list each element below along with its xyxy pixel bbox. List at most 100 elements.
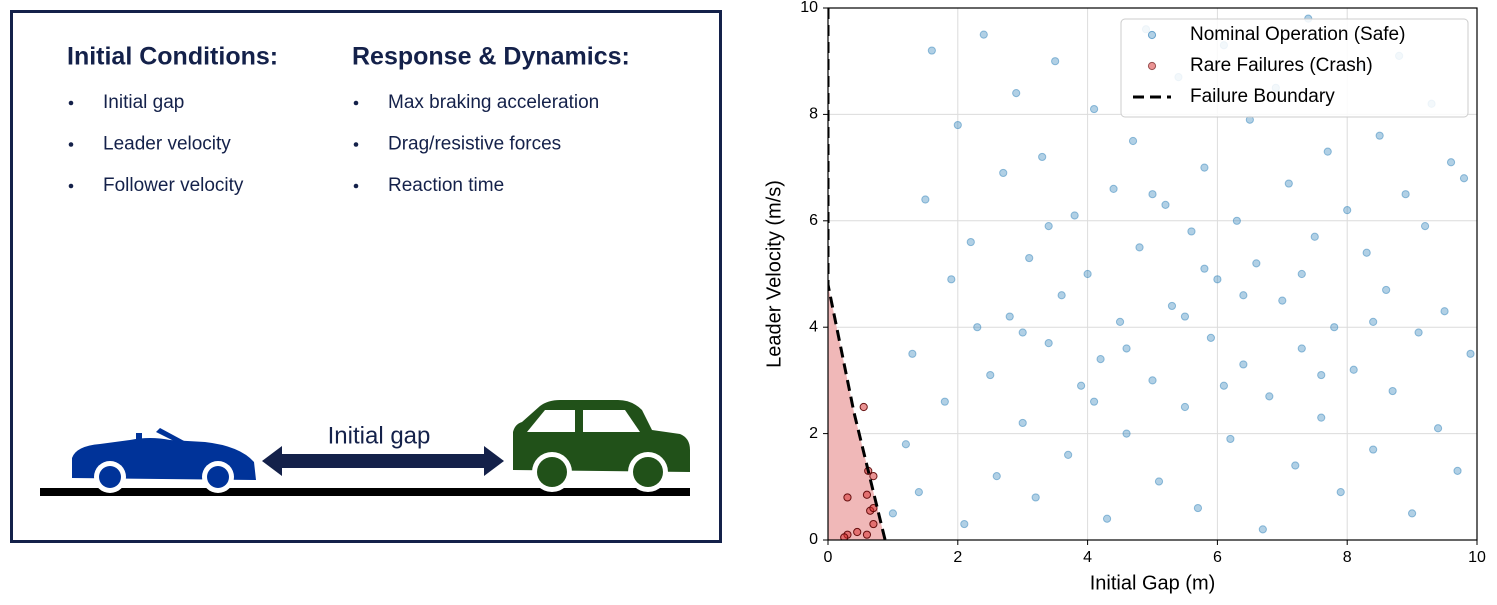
scatter-point: [1388, 386, 1397, 396]
scatter-point: [999, 168, 1008, 178]
scatter-point: [862, 530, 872, 539]
scatter-point: [1102, 514, 1112, 523]
y-tick-label: 0: [809, 531, 818, 548]
scatter-point: [1291, 461, 1300, 470]
scatter-point: [1187, 227, 1196, 236]
scatter-point: [1297, 269, 1306, 279]
scatter-point: [1148, 190, 1157, 199]
bullet: [353, 183, 359, 189]
scatter-point: [966, 237, 975, 247]
scatter-point: [1154, 477, 1164, 486]
bullet: [353, 142, 359, 147]
scatter-point: [1433, 424, 1443, 433]
scatter-point: [1414, 328, 1423, 337]
scatter-point: [992, 472, 1001, 481]
scatter-point: [1323, 147, 1332, 156]
scatter-point: [1070, 211, 1079, 220]
scatter-point: [1077, 381, 1086, 390]
x-tick-label: 8: [1343, 549, 1352, 566]
bullet: [68, 142, 74, 147]
scatter-point: [1317, 413, 1326, 422]
panel: Initial Conditions: Initial gap Leader vel…: [67, 43, 630, 196]
scatter-point: [979, 30, 988, 39]
scatter-point: [1349, 365, 1358, 374]
scatter-point: [859, 402, 868, 412]
scatter-point: [901, 440, 910, 449]
scatter-point: [914, 488, 923, 497]
scatter-point: [1180, 312, 1190, 321]
legend-label: Failure Boundary: [1190, 86, 1335, 107]
scatter-point: [1401, 190, 1410, 199]
scatter-point: [1310, 232, 1319, 241]
scatter-point: [1362, 248, 1371, 257]
scatter-point: [840, 533, 849, 540]
scatter-point: [1089, 104, 1099, 114]
leader-car: [72, 428, 256, 493]
scatter-point: [1031, 493, 1040, 502]
scatter-point: [1122, 429, 1131, 438]
scatter-point: [960, 519, 969, 529]
follower-car: [513, 400, 690, 492]
scatter-point: [1193, 503, 1203, 513]
legend-marker: [1147, 30, 1157, 40]
scatter-point: [1044, 222, 1053, 231]
scatter-point: [1375, 131, 1384, 140]
list-item: Max braking acceleration: [388, 92, 599, 113]
scatter-point: [973, 323, 982, 332]
list-item: Leader velocity: [103, 134, 231, 155]
x-tick-label: 2: [953, 549, 962, 566]
x-tick-label: 10: [1468, 549, 1486, 566]
y-tick-label: 4: [809, 318, 818, 335]
y-tick-label: 6: [809, 212, 818, 229]
scatter-point: [1128, 136, 1138, 146]
failure-region: [828, 8, 886, 540]
scatter-point: [1206, 333, 1216, 342]
scatter-point: [1180, 402, 1190, 412]
scatter-point: [908, 349, 917, 358]
scatter-point: [1459, 174, 1469, 183]
scatter-point: [1083, 269, 1092, 279]
scatter-point: [1252, 259, 1261, 268]
legend-box: [1120, 18, 1469, 118]
scatter-point: [1317, 370, 1326, 380]
scatter-point: [1122, 344, 1131, 353]
x-tick-label: 4: [1083, 549, 1092, 566]
list-item: Drag/resistive forces: [388, 134, 561, 155]
plot-frame: [827, 7, 1478, 541]
scatter-point: [869, 519, 878, 529]
scatter-point: [1420, 222, 1430, 231]
scatter-point: [1167, 301, 1177, 311]
heading: Initial Conditions:: [67, 43, 278, 71]
y-tick-label: 10: [800, 0, 818, 16]
scatter-point: [1226, 434, 1235, 444]
scatter-point: [1369, 317, 1378, 326]
x-axis-label: Initial Gap (m): [1090, 572, 1216, 594]
scatter-point: [1089, 397, 1099, 406]
scatter-point: [1044, 339, 1053, 348]
scatter-point: [1369, 445, 1378, 454]
bullet: [68, 100, 74, 106]
y-tick-label: 8: [809, 106, 818, 123]
scatter-point: [1343, 206, 1352, 215]
scatter-point: [862, 490, 872, 499]
scatter-point: [1005, 312, 1014, 321]
scatter-point: [1219, 381, 1228, 390]
scatter-point: [1258, 525, 1267, 534]
scatter-point: [1161, 200, 1170, 209]
gap-arrow: [262, 446, 504, 476]
chart: 0 2 4 6 8 10 0 2 4 6 8 10 Initial Gap (m) Leader Velo…: [763, 0, 1486, 594]
bullet: [68, 183, 74, 189]
scatter-point: [1025, 253, 1034, 263]
scatter-point: [869, 472, 878, 481]
scatter-point: [1135, 243, 1144, 252]
scatter-point: [853, 527, 862, 537]
scatter-point: [947, 275, 956, 284]
scatter-point: [1200, 163, 1209, 172]
scatter-point: [869, 503, 878, 513]
scatter-point: [1382, 285, 1391, 295]
scatter-point: [1096, 355, 1105, 364]
scatter-point: [1336, 488, 1345, 497]
scatter-point: [1284, 179, 1293, 188]
legend-label: Nominal Operation (Safe): [1190, 24, 1405, 45]
scatter-point: [1200, 264, 1209, 273]
